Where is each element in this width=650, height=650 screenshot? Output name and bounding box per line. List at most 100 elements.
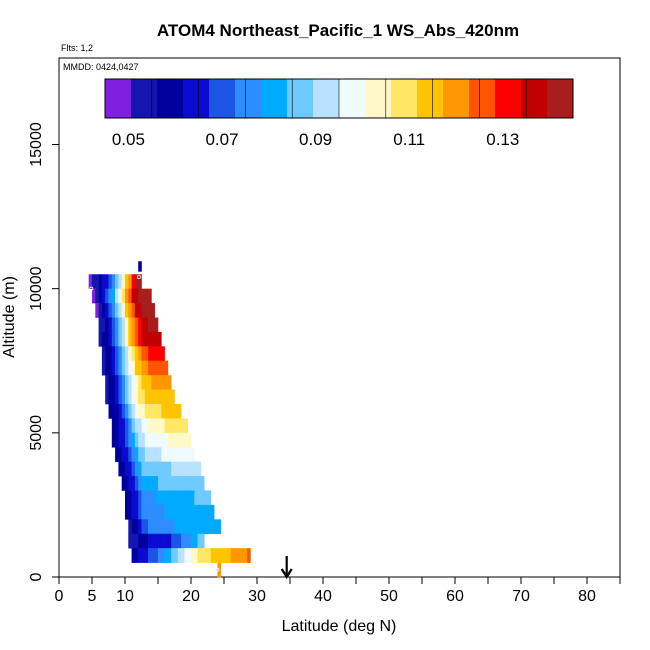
heatmap-cell <box>151 404 155 419</box>
heatmap-cell <box>194 519 198 535</box>
heatmap-cell <box>131 303 136 318</box>
heatmap-cell <box>134 432 139 448</box>
heatmap-cell <box>138 476 142 491</box>
heatmap-cell <box>108 346 113 362</box>
heatmap-cell <box>111 389 116 405</box>
heatmap-cell <box>125 317 129 333</box>
heatmap-cell <box>187 447 192 462</box>
heatmap-cell <box>184 447 188 462</box>
heatmap-cell <box>144 331 149 347</box>
heatmap-cell <box>101 317 106 333</box>
x-tick-label: 30 <box>248 588 266 605</box>
heatmap-cell <box>134 504 139 520</box>
heatmap-cell <box>164 461 169 477</box>
heatmap-cell <box>128 317 132 333</box>
heatmap-cell <box>167 447 172 462</box>
point-markers <box>89 275 312 572</box>
heatmap-cell <box>128 432 132 448</box>
heatmap-cell <box>134 476 139 491</box>
colorbar-segment <box>469 79 496 118</box>
heatmap-cell <box>101 331 106 347</box>
heatmap-cell <box>161 346 165 362</box>
heatmap-cell <box>200 490 205 506</box>
heatmap-cell <box>128 360 132 376</box>
heatmap-cell <box>174 418 179 434</box>
heatmap-cell <box>118 317 122 333</box>
heatmap-cell <box>144 548 149 563</box>
heatmap-cell <box>115 331 119 347</box>
heatmap-cell <box>181 548 185 563</box>
colorbar-segment <box>235 79 262 118</box>
chart-title: ATOM4 Northeast_Pacific_1 WS_Abs_420nm <box>157 21 519 40</box>
heatmap-cell <box>144 375 149 390</box>
heatmap-cell <box>144 404 149 419</box>
heatmap-cell <box>158 375 162 390</box>
heatmap-cell <box>105 360 109 376</box>
heatmap-cell <box>184 418 188 434</box>
heatmap-cell <box>207 504 212 520</box>
heatmap-cell <box>154 375 159 390</box>
heatmap-cell <box>118 404 122 419</box>
heatmap-cell <box>171 476 175 491</box>
heatmap-cell <box>105 375 109 390</box>
heatmap-cell <box>184 461 188 477</box>
heatmap-cell <box>204 548 208 563</box>
heatmap-cell <box>111 317 116 333</box>
heatmap-cell <box>161 519 165 535</box>
heatmap-cell <box>191 533 195 549</box>
heatmap-cell <box>138 288 142 304</box>
heatmap-cell <box>151 317 155 333</box>
heatmap-cell <box>141 548 146 563</box>
heatmap-cell <box>134 447 139 462</box>
heatmap-cell <box>184 490 188 506</box>
x-tick-label: 5 <box>88 588 97 605</box>
x-tick-label: 70 <box>512 588 530 605</box>
heatmap-cell <box>131 548 136 563</box>
heatmap-cell <box>105 389 109 405</box>
heatmap-cell <box>134 274 139 289</box>
heatmap-cell <box>148 432 152 448</box>
heatmap-cell <box>95 303 99 318</box>
heatmap-cell <box>141 317 146 333</box>
x-tick-label: 0 <box>55 588 64 605</box>
heatmap-cell <box>207 490 212 506</box>
colorbar-tick-label: 0.09 <box>299 130 332 149</box>
heatmap-cell <box>204 519 208 535</box>
heatmap-cell <box>101 303 106 318</box>
heatmap-cell <box>151 303 155 318</box>
heatmap-cell <box>131 418 136 434</box>
heatmap-cell <box>128 461 132 477</box>
heatmap-cell <box>118 461 122 477</box>
heatmap-cell <box>151 375 155 390</box>
heatmap-cell <box>138 447 142 462</box>
heatmap-cell <box>191 519 195 535</box>
heatmap-cell <box>111 360 116 376</box>
heatmap-cells <box>88 261 251 578</box>
heatmap-cell <box>167 490 172 506</box>
heatmap-cell <box>95 288 99 304</box>
heatmap-cell <box>144 447 149 462</box>
heatmap-cell <box>197 548 202 563</box>
heatmap-cell <box>158 404 162 419</box>
heatmap-cell <box>141 490 146 506</box>
heatmap-cell <box>181 447 185 462</box>
heatmap-cell <box>164 519 169 535</box>
heatmap-cell <box>148 375 152 390</box>
heatmap-cell <box>118 375 122 390</box>
heatmap-cell <box>158 346 162 362</box>
heatmap-cell <box>167 519 172 535</box>
heatmap-cell <box>184 504 188 520</box>
heatmap-cell <box>151 548 155 563</box>
x-tick-label: 10 <box>116 588 134 605</box>
heatmap-cell <box>138 274 142 289</box>
heatmap-cell <box>161 389 165 405</box>
heatmap-cell <box>187 476 192 491</box>
heatmap-cell <box>151 519 155 535</box>
heatmap-cell <box>121 461 126 477</box>
x-tick-label: 40 <box>314 588 332 605</box>
heatmap-cell <box>197 504 202 520</box>
heatmap-cell <box>167 375 172 390</box>
heatmap-cell <box>141 476 146 491</box>
heatmap-cell <box>134 331 139 347</box>
heatmap-cell <box>111 404 116 419</box>
